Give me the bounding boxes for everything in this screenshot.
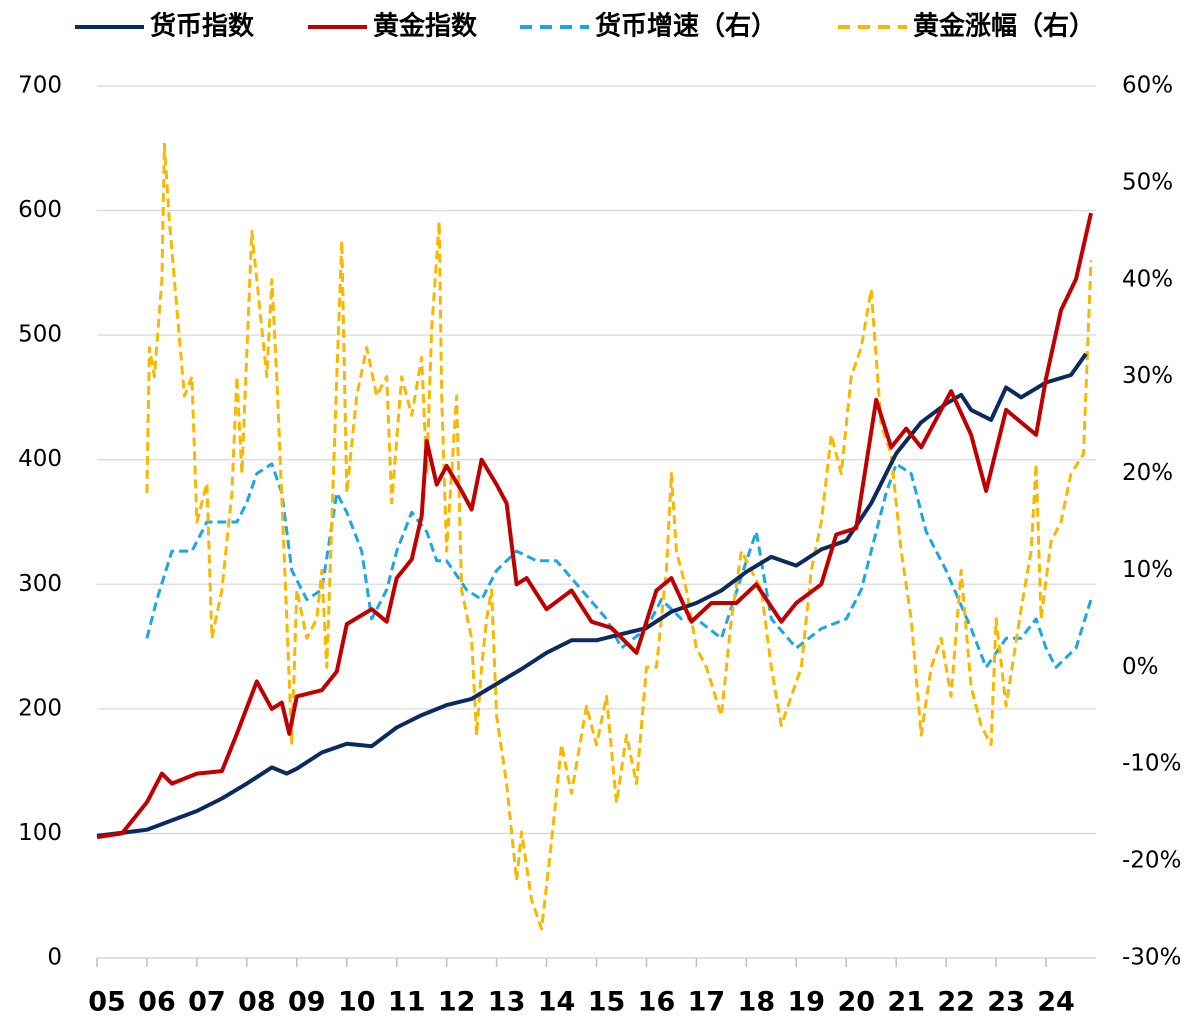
x-tick-label: 23 [987,987,1025,1017]
x-tick-label: 13 [488,987,526,1017]
y2-tick-label: 0% [1122,654,1159,680]
legend-label: 货币指数 [150,11,255,42]
x-tick-label: 05 [88,987,126,1017]
x-tick-label: 18 [738,987,776,1017]
x-tick-label: 12 [438,987,476,1017]
legend-label: 货币增速（右） [595,11,777,42]
y-tick-label: 600 [18,197,62,223]
series-line [145,142,1093,931]
x-tick-label: 08 [238,987,276,1017]
series-line [96,212,1093,840]
x-tick-label: 14 [538,987,576,1017]
x-tick-label: 10 [338,987,376,1017]
y2-tick-label: -30% [1122,945,1181,971]
y2-tick-label: -20% [1122,848,1181,874]
y2-tick-label: 20% [1122,460,1173,486]
x-tick-label: 07 [188,987,226,1017]
x-tick-label: 22 [937,987,975,1017]
y-tick-label: 300 [18,571,62,597]
y-tick-label: 400 [18,446,62,472]
y-tick-label: 200 [18,695,62,721]
y-tick-label: 0 [47,945,62,971]
y2-tick-label: 30% [1122,363,1173,389]
legend-label: 黄金指数 [373,11,478,42]
x-tick-label: 11 [388,987,426,1017]
y-tick-label: 700 [18,73,62,99]
legend-label: 黄金涨幅（右） [913,11,1095,42]
y2-tick-label: -10% [1122,751,1181,777]
y-tick-label: 500 [18,322,62,348]
y2-tick-label: 60% [1122,73,1173,99]
y2-tick-label: 10% [1122,557,1173,583]
x-tick-label: 20 [837,987,875,1017]
y2-tick-label: 50% [1122,169,1173,195]
x-tick-label: 06 [138,987,176,1017]
x-tick-label: 19 [788,987,826,1017]
x-tick-label: 24 [1037,987,1075,1017]
x-tick-label: 17 [688,987,726,1017]
x-tick-label: 16 [638,987,676,1017]
x-tick-label: 21 [887,987,925,1017]
x-tick-label: 15 [588,987,626,1017]
x-tick-label: 09 [288,987,326,1017]
y2-tick-label: 40% [1122,266,1173,292]
y-tick-label: 100 [18,820,62,846]
series-line [96,352,1088,838]
